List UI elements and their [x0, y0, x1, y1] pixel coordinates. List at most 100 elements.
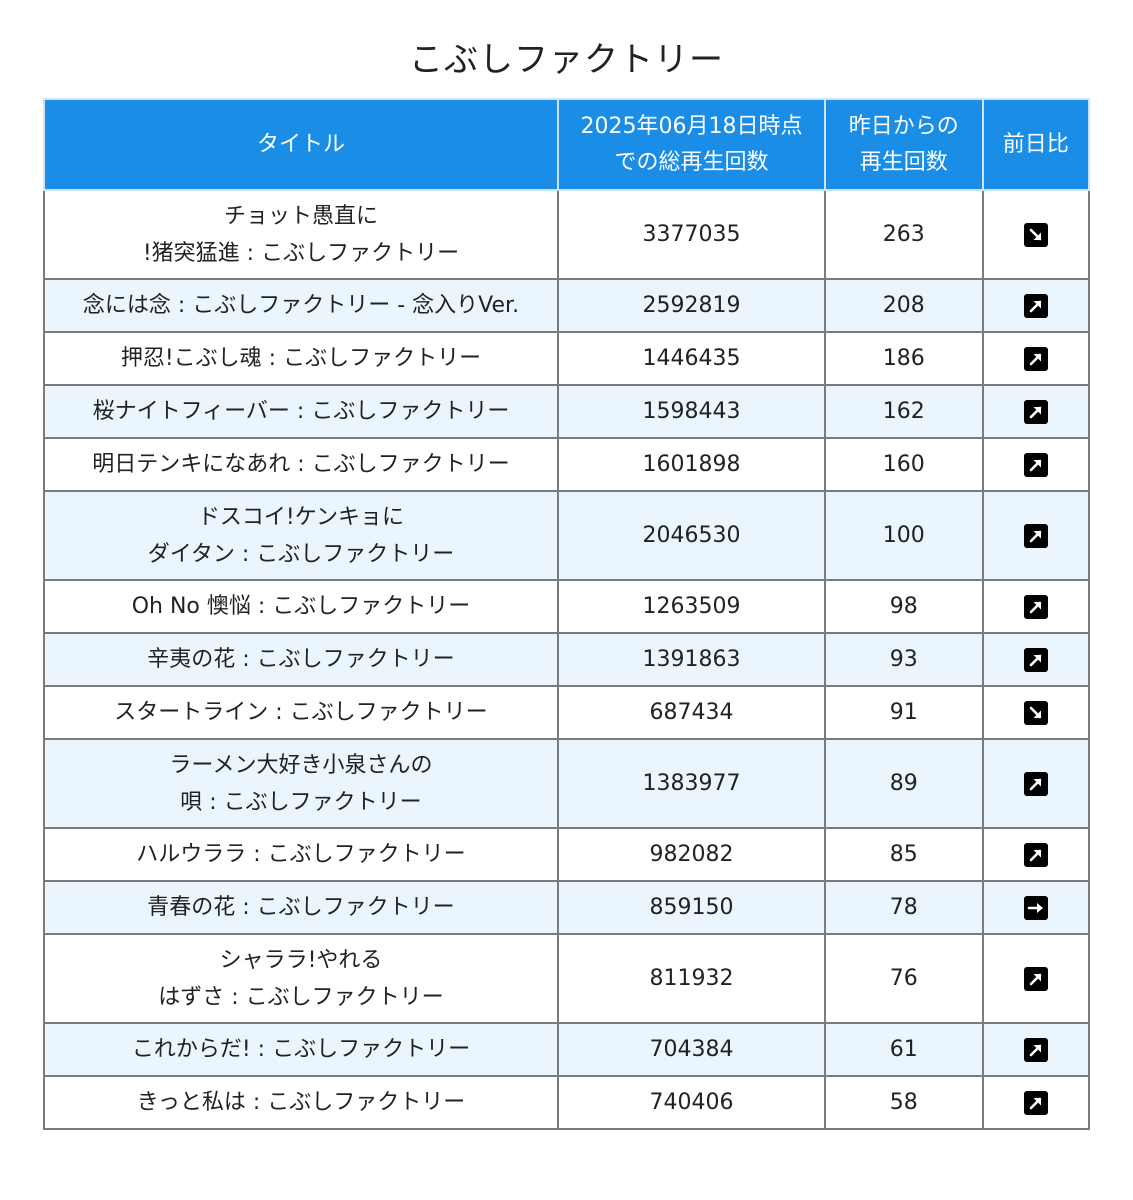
daily-plays-cell: 85	[823, 827, 984, 882]
trend-cell	[981, 579, 1091, 634]
total-plays-cell: 740406	[556, 1075, 826, 1130]
total-plays-cell: 1446435	[556, 331, 826, 386]
table-row: Oh No 懊悩 : こぶしファクトリー 1263509 98	[43, 579, 1091, 634]
up-right-arrow-icon	[1023, 524, 1048, 548]
up-right-arrow-icon	[1023, 453, 1048, 477]
ranking-table: タイトル 2025年06月18日時点 での総再生回数 昨日からの 再生回数 前日比 …	[43, 98, 1091, 1130]
table-row: スタートライン : こぶしファクトリー 687434 91	[43, 685, 1091, 740]
song-title-cell: 明日テンキになあれ : こぶしファクトリー	[43, 437, 559, 492]
song-title-line: スタートライン : こぶしファクトリー	[114, 700, 488, 725]
trend-cell	[981, 278, 1091, 333]
song-title-line: シャララ!やれる	[219, 947, 383, 973]
up-right-arrow-icon	[1023, 595, 1048, 619]
table-row: ドスコイ!ケンキョに ダイタン : こぶしファクトリー 2046530 100	[43, 490, 1091, 581]
page-title: こぶしファクトリー	[409, 40, 724, 80]
song-title-line: チョット愚直に	[223, 203, 378, 229]
trend-cell	[981, 490, 1091, 581]
table-row: ラーメン大好き小泉さんの唄 : こぶしファクトリー 1383977 89	[43, 738, 1091, 829]
daily-plays-cell: 162	[823, 384, 984, 439]
song-title-line: Oh No 懊悩 : こぶしファクトリー	[131, 594, 471, 619]
song-title-line: 桜ナイトフィーバー : こぶしファクトリー	[92, 399, 510, 424]
trend-cell	[981, 1022, 1091, 1077]
total-plays-cell: 811932	[556, 933, 826, 1024]
down-right-arrow-icon	[1023, 223, 1048, 247]
header-trend: 前日比	[981, 98, 1091, 191]
up-right-arrow-icon	[1023, 967, 1048, 991]
total-plays-cell: 3377035	[556, 189, 826, 280]
song-title-line: きっと私は : こぶしファクトリー	[136, 1090, 466, 1115]
trend-cell	[981, 189, 1091, 280]
table-row: シャララ!やれる はずさ : こぶしファクトリー 811932 76	[43, 933, 1091, 1024]
total-plays-cell: 2592819	[556, 278, 826, 333]
song-title-line: 青春の花 : こぶしファクトリー	[147, 895, 455, 920]
trend-cell	[981, 685, 1091, 740]
total-plays-cell: 704384	[556, 1022, 826, 1077]
trend-cell	[981, 632, 1091, 687]
up-right-arrow-icon	[1023, 648, 1048, 672]
daily-plays-cell: 186	[823, 331, 984, 386]
song-title-cell: ハルウララ : こぶしファクトリー	[43, 827, 559, 882]
total-plays-cell: 1598443	[556, 384, 826, 439]
table-row: 念には念 : こぶしファクトリー - 念入りVer. 2592819 208	[43, 278, 1091, 333]
song-title-cell: 桜ナイトフィーバー : こぶしファクトリー	[43, 384, 559, 439]
total-plays-cell: 1601898	[556, 437, 826, 492]
song-title-cell: きっと私は : こぶしファクトリー	[43, 1075, 559, 1130]
table-row: 明日テンキになあれ : こぶしファクトリー 1601898 160	[43, 437, 1091, 492]
song-title-cell: これからだ! : こぶしファクトリー	[43, 1022, 559, 1077]
trend-cell	[981, 933, 1091, 1024]
table-row: 辛夷の花 : こぶしファクトリー 1391863 93	[43, 632, 1091, 687]
total-plays-cell: 982082	[556, 827, 826, 882]
daily-plays-cell: 100	[823, 490, 984, 581]
song-title-cell: 押忍!こぶし魂 : こぶしファクトリー	[43, 331, 559, 386]
song-title-line: 押忍!こぶし魂 : こぶしファクトリー	[120, 346, 482, 371]
song-title-line: !猪突猛進 : こぶしファクトリー	[142, 240, 460, 266]
total-plays-cell: 2046530	[556, 490, 826, 581]
song-title-cell: Oh No 懊悩 : こぶしファクトリー	[43, 579, 559, 634]
down-right-arrow-icon	[1023, 701, 1048, 725]
total-plays-cell: 687434	[556, 685, 826, 740]
table-row: ハルウララ : こぶしファクトリー 982082 85	[43, 827, 1091, 882]
table-row: 押忍!こぶし魂 : こぶしファクトリー 1446435 186	[43, 331, 1091, 386]
song-title-cell: 青春の花 : こぶしファクトリー	[43, 880, 559, 935]
daily-plays-cell: 76	[823, 933, 984, 1024]
song-title-line: ラーメン大好き小泉さんの	[169, 752, 433, 778]
trend-cell	[981, 1075, 1091, 1130]
header-daily-plays: 昨日からの 再生回数	[823, 98, 984, 191]
song-title-line: はずさ : こぶしファクトリー	[158, 984, 444, 1010]
daily-plays-cell: 89	[823, 738, 984, 829]
daily-plays-cell: 263	[823, 189, 984, 280]
up-right-arrow-icon	[1023, 843, 1048, 867]
song-title-cell: ドスコイ!ケンキョに ダイタン : こぶしファクトリー	[43, 490, 559, 581]
song-title-cell: スタートライン : こぶしファクトリー	[43, 685, 559, 740]
table-row: これからだ! : こぶしファクトリー 704384 61	[43, 1022, 1091, 1077]
song-title-cell: 辛夷の花 : こぶしファクトリー	[43, 632, 559, 687]
table-body: チョット愚直に !猪突猛進 : こぶしファクトリー 3377035 263 念には念 :…	[43, 189, 1091, 1130]
daily-plays-cell: 91	[823, 685, 984, 740]
daily-plays-cell: 208	[823, 278, 984, 333]
up-right-arrow-icon	[1023, 1091, 1048, 1115]
trend-cell	[981, 437, 1091, 492]
up-right-arrow-icon	[1023, 294, 1048, 318]
daily-plays-cell: 58	[823, 1075, 984, 1130]
header-row: タイトル 2025年06月18日時点 での総再生回数 昨日からの 再生回数 前日比	[43, 98, 1091, 191]
table-row: きっと私は : こぶしファクトリー 740406 58	[43, 1075, 1091, 1130]
trend-cell	[981, 384, 1091, 439]
total-plays-cell: 1391863	[556, 632, 826, 687]
song-title-line: 明日テンキになあれ : こぶしファクトリー	[92, 452, 510, 477]
right-arrow-icon	[1023, 896, 1048, 920]
song-title-line: 辛夷の花 : こぶしファクトリー	[147, 647, 455, 672]
daily-plays-cell: 78	[823, 880, 984, 935]
table-row: 桜ナイトフィーバー : こぶしファクトリー 1598443 162	[43, 384, 1091, 439]
song-title-cell: ラーメン大好き小泉さんの唄 : こぶしファクトリー	[43, 738, 559, 829]
song-title-line: 唄 : こぶしファクトリー	[180, 789, 422, 815]
daily-plays-cell: 61	[823, 1022, 984, 1077]
song-title-cell: シャララ!やれるはずさ : こぶしファクトリー	[43, 933, 559, 1024]
song-title-line: 念には念 : こぶしファクトリー - 念入りVer.	[82, 293, 520, 318]
table-row: チョット愚直に !猪突猛進 : こぶしファクトリー 3377035 263	[43, 189, 1091, 280]
song-title-line: ハルウララ : こぶしファクトリー	[136, 842, 466, 867]
table-row: 青春の花 : こぶしファクトリー 859150 78	[43, 880, 1091, 935]
up-right-arrow-icon	[1023, 772, 1048, 796]
song-title-line: ドスコイ!ケンキョに	[197, 504, 405, 530]
total-plays-cell: 1263509	[556, 579, 826, 634]
daily-plays-cell: 160	[823, 437, 984, 492]
